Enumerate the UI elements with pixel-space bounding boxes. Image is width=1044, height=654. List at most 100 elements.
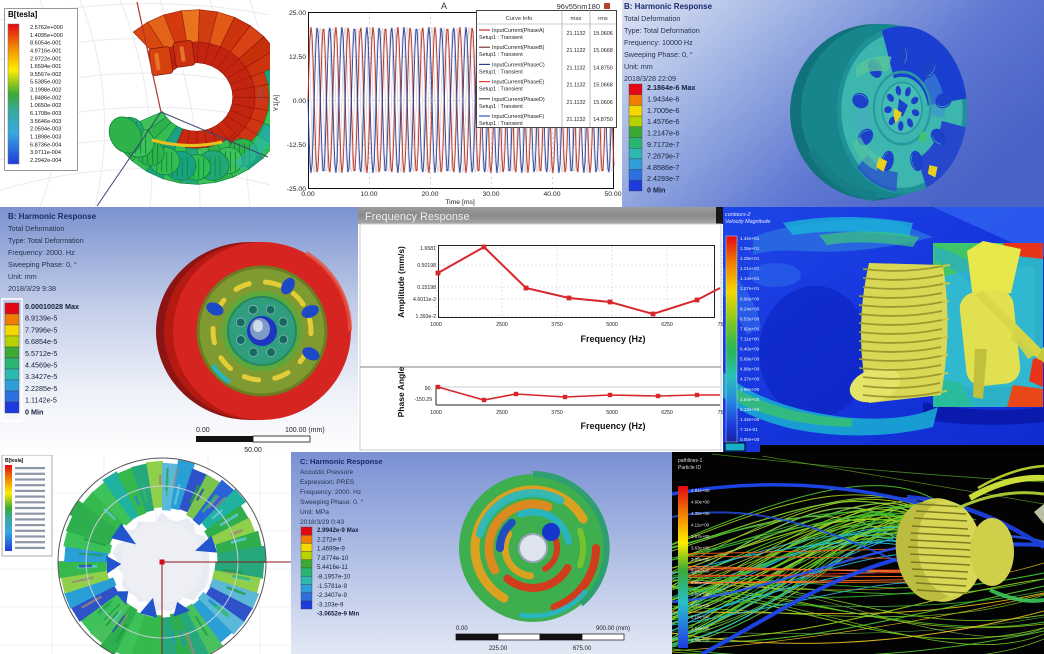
- svg-text:Type: Total Deformation: Type: Total Deformation: [624, 26, 700, 35]
- svg-text:14.8750: 14.8750: [593, 117, 613, 123]
- svg-text:4.27e+00: 4.27e+00: [740, 377, 760, 382]
- svg-text:21.1132: 21.1132: [566, 100, 585, 106]
- svg-text:2.2942e-004: 2.2942e-004: [30, 158, 61, 164]
- svg-text:750: 750: [718, 410, 723, 416]
- svg-text:9.5567e-002: 9.5567e-002: [30, 72, 61, 78]
- svg-text:15.0668: 15.0668: [593, 83, 613, 89]
- svg-text:2.66e+00: 2.66e+00: [691, 592, 710, 597]
- svg-text:1.4095e+000: 1.4095e+000: [30, 33, 63, 39]
- svg-text:0.50198: 0.50198: [417, 263, 436, 269]
- svg-text:B[tesla]: B[tesla]: [8, 10, 38, 19]
- svg-text:6.1708e-003: 6.1708e-003: [30, 111, 61, 117]
- svg-text:A: A: [441, 1, 447, 11]
- svg-text:Setup1 : Transient: Setup1 : Transient: [479, 69, 523, 75]
- svg-text:4.35e+00: 4.35e+00: [691, 511, 710, 516]
- svg-text:Setup1 : Transient: Setup1 : Transient: [479, 121, 523, 127]
- svg-text:4.60e+00: 4.60e+00: [691, 500, 710, 505]
- svg-text:9.96e+00: 9.96e+00: [740, 296, 760, 301]
- svg-text:Unit: mm: Unit: mm: [624, 62, 653, 71]
- svg-text:1.35e+01: 1.35e+01: [740, 246, 760, 251]
- svg-text:max: max: [571, 16, 582, 22]
- svg-text:675.00: 675.00: [573, 646, 592, 652]
- svg-text:Frequency Response: Frequency Response: [365, 211, 470, 223]
- svg-text:7.82e+00: 7.82e+00: [740, 327, 760, 332]
- svg-text:Particle ID: Particle ID: [678, 465, 701, 471]
- svg-text:4.9716e-001: 4.9716e-001: [30, 49, 61, 55]
- svg-text:2018/3/29 9:38: 2018/3/29 9:38: [8, 284, 56, 293]
- svg-text:0.00: 0.00: [301, 191, 314, 198]
- svg-text:750: 750: [718, 322, 723, 328]
- svg-text:2.9722e-001: 2.9722e-001: [30, 56, 61, 62]
- svg-text:2.0594e-003: 2.0594e-003: [30, 127, 61, 133]
- svg-text:1.42e+00: 1.42e+00: [740, 417, 760, 422]
- svg-text:InputCurrent(PhaseF): InputCurrent(PhaseF): [492, 114, 544, 120]
- svg-text:2.4293e-7: 2.4293e-7: [647, 174, 679, 183]
- svg-text:0.00: 0.00: [196, 427, 210, 434]
- svg-text:Total Deformation: Total Deformation: [624, 14, 680, 23]
- svg-text:4.8586e-7: 4.8586e-7: [647, 163, 679, 172]
- svg-text:4.6011e-2: 4.6011e-2: [413, 297, 436, 303]
- svg-text:3.63e+00: 3.63e+00: [691, 546, 710, 551]
- svg-text:2.13e+00: 2.13e+00: [740, 407, 760, 412]
- svg-text:2.84e+00: 2.84e+00: [740, 397, 760, 402]
- svg-text:Sweeping Phase: 0, °: Sweeping Phase: 0, °: [624, 50, 693, 59]
- svg-text:9.24e+00: 9.24e+00: [740, 306, 760, 311]
- svg-text:3750: 3750: [551, 410, 563, 416]
- svg-text:1.1142e-5: 1.1142e-5: [25, 396, 57, 405]
- svg-text:Type: Total Deformation: Type: Total Deformation: [8, 236, 84, 245]
- svg-text:Frequency (Hz): Frequency (Hz): [580, 421, 645, 431]
- svg-text:0.00: 0.00: [293, 98, 306, 105]
- svg-text:3.9711e-004: 3.9711e-004: [30, 150, 61, 156]
- svg-text:5000: 5000: [606, 322, 618, 328]
- svg-text:Sweeping Phase: 0, °: Sweeping Phase: 0, °: [8, 260, 77, 269]
- svg-text:Phase Angle: Phase Angle: [396, 366, 406, 417]
- svg-text:10.00: 10.00: [360, 191, 377, 198]
- svg-text:Amplitude (mm/s): Amplitude (mm/s): [396, 246, 406, 318]
- svg-text:1.6581: 1.6581: [420, 246, 436, 252]
- svg-text:225.00: 225.00: [489, 646, 508, 652]
- svg-text:Time [ms]: Time [ms]: [445, 199, 475, 206]
- svg-text:1.69e+00: 1.69e+00: [691, 638, 710, 643]
- svg-text:InputCurrent(PhaseD): InputCurrent(PhaseD): [492, 97, 545, 103]
- svg-text:6.8736e-004: 6.8736e-004: [30, 142, 61, 148]
- svg-text:3.3427e-5: 3.3427e-5: [25, 372, 57, 381]
- svg-text:2.5762e+000: 2.5762e+000: [30, 25, 63, 31]
- svg-text:0 Min: 0 Min: [647, 186, 665, 195]
- svg-text:21.1132: 21.1132: [566, 31, 585, 37]
- svg-text:-150.29: -150.29: [414, 397, 432, 403]
- svg-text:3.56e+00: 3.56e+00: [740, 387, 760, 392]
- svg-text:2.9942e-9 Max: 2.9942e-9 Max: [317, 527, 359, 534]
- svg-text:InputCurrent(PhaseE): InputCurrent(PhaseE): [492, 80, 545, 86]
- svg-text:1.14e+01: 1.14e+01: [740, 276, 760, 281]
- svg-text:Setup1 : Transient: Setup1 : Transient: [479, 104, 523, 110]
- svg-text:9.7172e-7: 9.7172e-7: [647, 140, 679, 149]
- svg-text:1.1898e-003: 1.1898e-003: [30, 135, 61, 141]
- svg-text:1.9434e-6: 1.9434e-6: [647, 94, 679, 103]
- svg-text:5000: 5000: [606, 410, 618, 416]
- svg-text:2.1864e-6 Max: 2.1864e-6 Max: [647, 83, 695, 92]
- svg-text:7.8774e-10: 7.8774e-10: [317, 555, 349, 562]
- svg-text:96v55nm180: 96v55nm180: [557, 2, 600, 11]
- svg-text:InputCurrent(PhaseB): InputCurrent(PhaseB): [492, 45, 545, 51]
- svg-text:1000: 1000: [430, 322, 442, 328]
- svg-text:5.4416e-11: 5.4416e-11: [317, 564, 348, 571]
- svg-text:50.00: 50.00: [604, 191, 621, 198]
- svg-text:100.00 (mm): 100.00 (mm): [285, 427, 325, 434]
- svg-text:7.11e+00: 7.11e+00: [740, 337, 759, 342]
- svg-text:Frequency: 2000. Hz: Frequency: 2000. Hz: [300, 489, 361, 496]
- svg-text:Acoustic Pressure: Acoustic Pressure: [300, 469, 353, 476]
- svg-text:Total Deformation: Total Deformation: [8, 224, 64, 233]
- svg-text:1.07e+01: 1.07e+01: [740, 286, 760, 291]
- svg-text:7.7996e-5: 7.7996e-5: [25, 325, 57, 334]
- svg-text:5.5385e-002: 5.5385e-002: [30, 80, 61, 86]
- svg-text:5.69e+00: 5.69e+00: [740, 357, 760, 362]
- svg-text:-3.103e-9: -3.103e-9: [317, 601, 344, 608]
- svg-text:1.2147e-6: 1.2147e-6: [647, 129, 679, 138]
- svg-text:Expression: PRES: Expression: PRES: [300, 479, 355, 486]
- svg-text:3.5646e-003: 3.5646e-003: [30, 119, 61, 125]
- svg-text:1.7005e-6: 1.7005e-6: [647, 106, 679, 115]
- svg-text:15.0606: 15.0606: [593, 100, 613, 106]
- svg-text:2.90e+00: 2.90e+00: [691, 580, 710, 585]
- svg-text:12.50: 12.50: [289, 54, 306, 61]
- svg-text:14.8750: 14.8750: [593, 65, 613, 71]
